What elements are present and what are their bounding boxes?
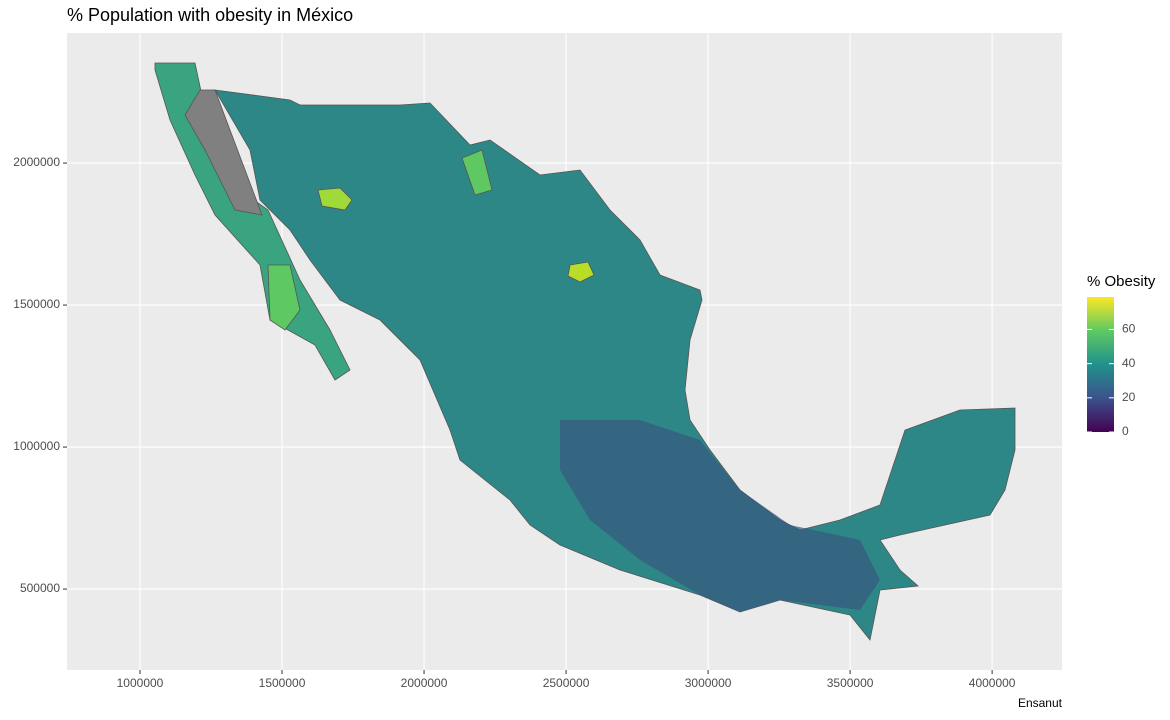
legend-tick-label: 40 bbox=[1122, 356, 1136, 370]
high-region bbox=[317, 187, 353, 211]
high-region bbox=[267, 264, 301, 331]
map bbox=[154, 62, 1016, 641]
x-tick-label: 4000000 bbox=[969, 676, 1016, 690]
no-data bbox=[184, 89, 263, 216]
x-tick-label: 3000000 bbox=[685, 676, 732, 690]
legend-tick-label: 20 bbox=[1122, 390, 1136, 404]
y-tick-label: 500000 bbox=[20, 581, 60, 595]
x-tick-label: 2000000 bbox=[401, 676, 448, 690]
x-tick-label: 2500000 bbox=[543, 676, 590, 690]
legend-tick-label: 0 bbox=[1122, 424, 1129, 438]
x-tick-label: 1500000 bbox=[259, 676, 306, 690]
colorbar bbox=[1087, 297, 1114, 432]
y-tick-label: 1500000 bbox=[13, 297, 60, 311]
high-region bbox=[461, 149, 493, 196]
y-tick-label: 2000000 bbox=[13, 155, 60, 169]
legend: 0 20 40 60 bbox=[1087, 322, 1136, 438]
axes: 1000000 1500000 2000000 2500000 3000000 35000… bbox=[13, 155, 1016, 690]
x-tick-label: 3500000 bbox=[827, 676, 874, 690]
south-region bbox=[560, 420, 880, 612]
mainland bbox=[214, 89, 1016, 641]
legend-title: % Obesity bbox=[1087, 273, 1156, 290]
chart-title: % Population with obesity in México bbox=[67, 5, 353, 25]
x-tick-label: 1000000 bbox=[117, 676, 164, 690]
y-tick-label: 1000000 bbox=[13, 439, 60, 453]
caption: Ensanut bbox=[1018, 696, 1063, 710]
legend-tick-label: 60 bbox=[1122, 322, 1136, 336]
high-region bbox=[567, 261, 595, 283]
